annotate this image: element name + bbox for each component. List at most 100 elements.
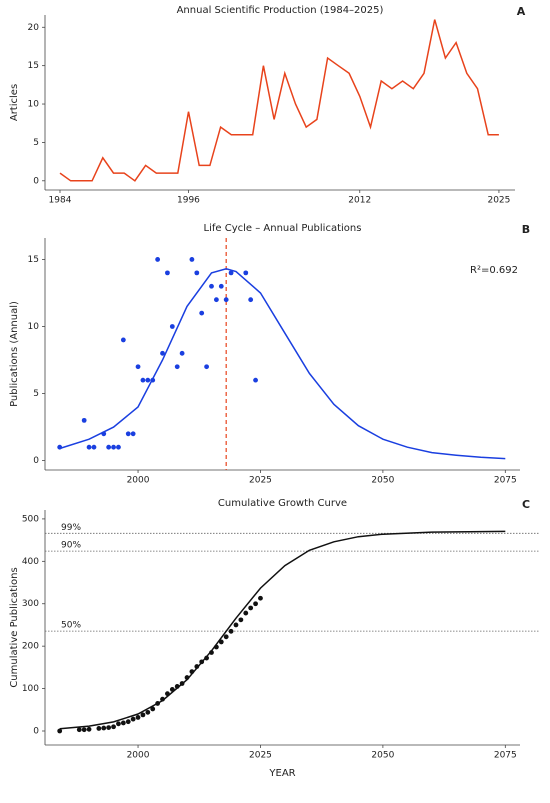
data-point [238,617,244,623]
data-point [253,377,258,383]
x-tick-label: 2000 [127,476,150,486]
data-point [258,595,263,601]
x-tick-label: 1996 [177,196,200,206]
data-point [228,270,234,276]
panel-letter: C [522,498,530,511]
data-point [86,726,92,732]
data-point [91,444,97,450]
data-point [165,270,170,276]
y-tick-label: 10 [28,322,40,332]
data-point [96,726,102,731]
data-point [165,691,170,697]
data-point [199,310,205,316]
data-point [209,283,214,289]
data-point [248,297,254,303]
data-point [150,706,156,712]
data-point [218,639,224,645]
threshold-label: 99% [61,523,81,533]
x-tick-label: 2000 [127,751,150,761]
data-point [228,628,234,634]
data-point [204,655,209,661]
data-point [86,444,92,450]
data-point [57,728,63,734]
data-point [101,431,107,437]
data-point [223,297,229,303]
y-tick-label: 10 [28,100,40,110]
data-point [116,721,121,727]
data-point [213,644,219,650]
chart-title: Annual Scientific Production (1984–2025) [177,5,384,16]
x-tick-label: 2075 [494,476,517,486]
data-point [253,601,258,607]
data-point [140,712,146,718]
data-point [248,605,254,611]
y-axis-label: Cumulative Publications [9,567,20,687]
data-point [155,701,161,706]
y-tick-label: 20 [28,23,40,33]
y-tick-label: 400 [22,557,39,567]
threshold-label: 90% [61,541,81,551]
data-point [194,270,200,276]
x-tick-label: 2025 [249,476,272,486]
y-tick-label: 15 [28,255,39,265]
data-point [130,431,136,437]
data-point [140,377,146,383]
data-point [111,724,116,730]
data-point [243,610,249,616]
y-axis-label: Articles [9,84,20,121]
data-point [243,270,249,276]
y-axis-label: Publications (Annual) [9,301,20,407]
data-point [204,364,209,370]
data-point [81,727,87,733]
y-tick-label: 0 [33,727,39,737]
data-point [125,431,131,437]
data-point [145,709,151,715]
data-point [135,715,141,720]
data-point [116,444,121,450]
data-point [189,257,195,262]
x-tick-label: 1984 [49,196,72,206]
data-point [160,350,165,356]
y-tick-label: 0 [33,176,39,186]
data-point [130,716,136,722]
data-point [81,417,87,423]
data-point [135,364,141,370]
data-point [106,444,112,450]
y-tick-label: 15 [28,61,39,71]
panel-letter: B [522,223,530,236]
fit-curve [59,530,506,730]
y-tick-label: 0 [33,456,39,466]
data-point [233,622,239,628]
chart-title: Cumulative Growth Curve [218,498,347,509]
chart-title: Life Cycle – Annual Publications [204,223,362,234]
y-tick-label: 5 [33,138,39,148]
y-tick-label: 200 [22,642,39,652]
data-point [184,675,190,680]
x-tick-label: 2050 [371,476,394,486]
data-point [194,664,200,669]
data-point [76,727,82,733]
x-axis-label: YEAR [268,768,295,779]
data-point [169,687,175,692]
y-tick-label: 100 [22,684,39,694]
x-tick-label: 2050 [371,751,394,761]
data-point [174,364,180,370]
data-point [57,444,63,450]
data-point [101,725,107,731]
data-line [59,19,499,182]
data-point [199,659,205,665]
data-point [150,377,156,383]
data-point [155,257,161,262]
data-point [174,684,180,689]
data-point [179,681,185,686]
y-tick-label: 300 [22,599,39,609]
data-point [120,720,126,726]
y-tick-label: 5 [33,389,39,399]
data-point [111,444,116,450]
threshold-label: 50% [61,621,81,631]
data-point [160,696,165,702]
data-point [106,725,112,731]
fit-curve [59,268,506,460]
panel-letter: A [517,5,526,18]
x-tick-label: 2012 [348,196,371,206]
